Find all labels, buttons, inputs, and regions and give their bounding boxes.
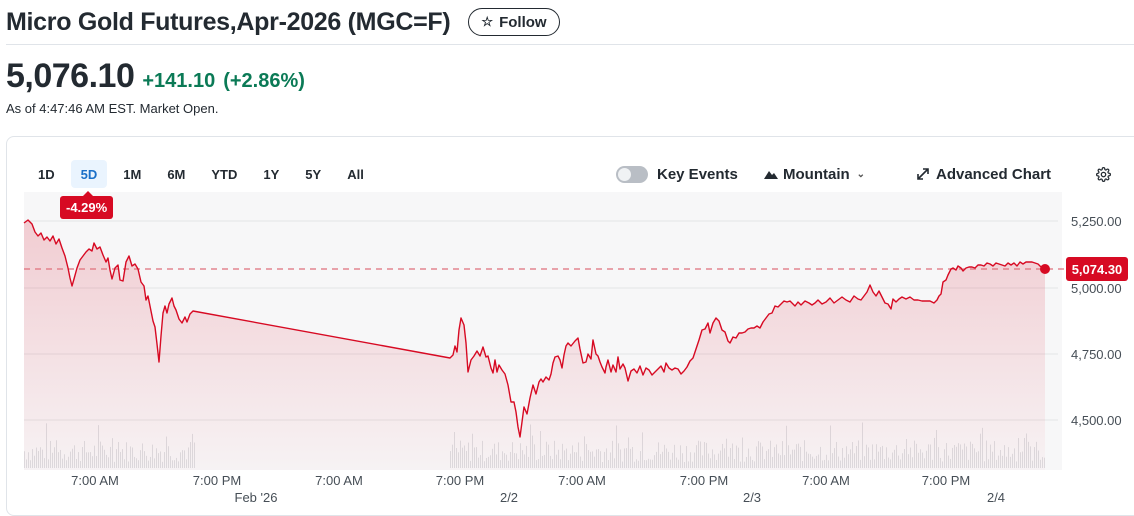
x-date-label: 2/3 [742, 490, 762, 505]
x-tick-label: 7:00 PM [192, 473, 242, 488]
gear-icon [1096, 166, 1111, 182]
range-1d[interactable]: 1D [38, 166, 55, 182]
advanced-chart-label: Advanced Chart [936, 165, 1052, 183]
range-all[interactable]: All [347, 166, 364, 182]
price-change: +141.10 [142, 70, 216, 92]
price-area-fill [24, 220, 1045, 470]
follow-label: Follow [499, 13, 547, 31]
y-tick-label: 5,250.00 [1071, 214, 1122, 229]
y-tick-label: 4,750.00 [1071, 347, 1122, 362]
advanced-chart-button[interactable]: Advanced Chart [916, 160, 1051, 188]
range-ytd[interactable]: YTD [211, 166, 238, 182]
range-selector: 1D 5D 1M 6M YTD 1Y 5Y All [24, 160, 380, 188]
chart-settings-button[interactable] [1096, 160, 1111, 188]
quote-price-block: 5,076.10 +141.10 (+2.86%) [6, 57, 305, 96]
range-change-badge: -4.29% [60, 191, 114, 219]
x-tick-label: 7:00 PM [679, 473, 729, 488]
x-tick-label: 7:00 PM [435, 473, 485, 488]
x-tick-label: 7:00 AM [802, 473, 850, 488]
header-divider [6, 44, 1134, 45]
x-tick-label: 7:00 AM [315, 473, 363, 488]
last-price-dot [1040, 264, 1050, 274]
range-1m[interactable]: 1M [123, 166, 142, 182]
x-tick-label: 7:00 PM [921, 473, 971, 488]
last-price-badge: 5,074.30 [1066, 257, 1128, 281]
expand-arrows-icon [917, 168, 929, 180]
chart-type-dropdown[interactable]: Mountain ⌄ [764, 160, 865, 188]
range-1y[interactable]: 1Y [263, 166, 280, 182]
price-line [23, 219, 1046, 438]
key-events-label: Key Events [657, 165, 738, 183]
y-tick-label: 4,500.00 [1071, 413, 1122, 428]
x-date-label: 2/2 [499, 490, 519, 505]
x-date-label: 2/4 [986, 490, 1006, 505]
x-date-label: Feb '26 [234, 490, 278, 505]
chart-type-label: Mountain [783, 165, 850, 183]
range-5d[interactable]: 5D [70, 160, 108, 188]
quote-header: Micro Gold Futures,Apr-2026 (MGC=F) ☆ Fo… [6, 4, 560, 40]
mountain-icon [764, 171, 778, 179]
star-outline-icon: ☆ [481, 14, 494, 29]
current-price: 5,076.10 [6, 57, 135, 95]
x-tick-label: 7:00 AM [71, 473, 119, 488]
market-status: As of 4:47:46 AM EST. Market Open. [6, 101, 219, 116]
toggle-switch[interactable] [616, 165, 648, 183]
key-events-toggle[interactable]: Key Events [616, 160, 738, 188]
x-tick-label: 7:00 AM [558, 473, 606, 488]
chevron-down-icon: ⌄ [856, 168, 866, 180]
range-6m[interactable]: 6M [167, 166, 186, 182]
page-title: Micro Gold Futures,Apr-2026 (MGC=F) [6, 7, 451, 36]
follow-button[interactable]: ☆ Follow [468, 8, 560, 36]
price-change-percent: (+2.86%) [223, 70, 305, 92]
y-tick-label: 5,000.00 [1071, 281, 1122, 296]
range-5y[interactable]: 5Y [305, 166, 322, 182]
